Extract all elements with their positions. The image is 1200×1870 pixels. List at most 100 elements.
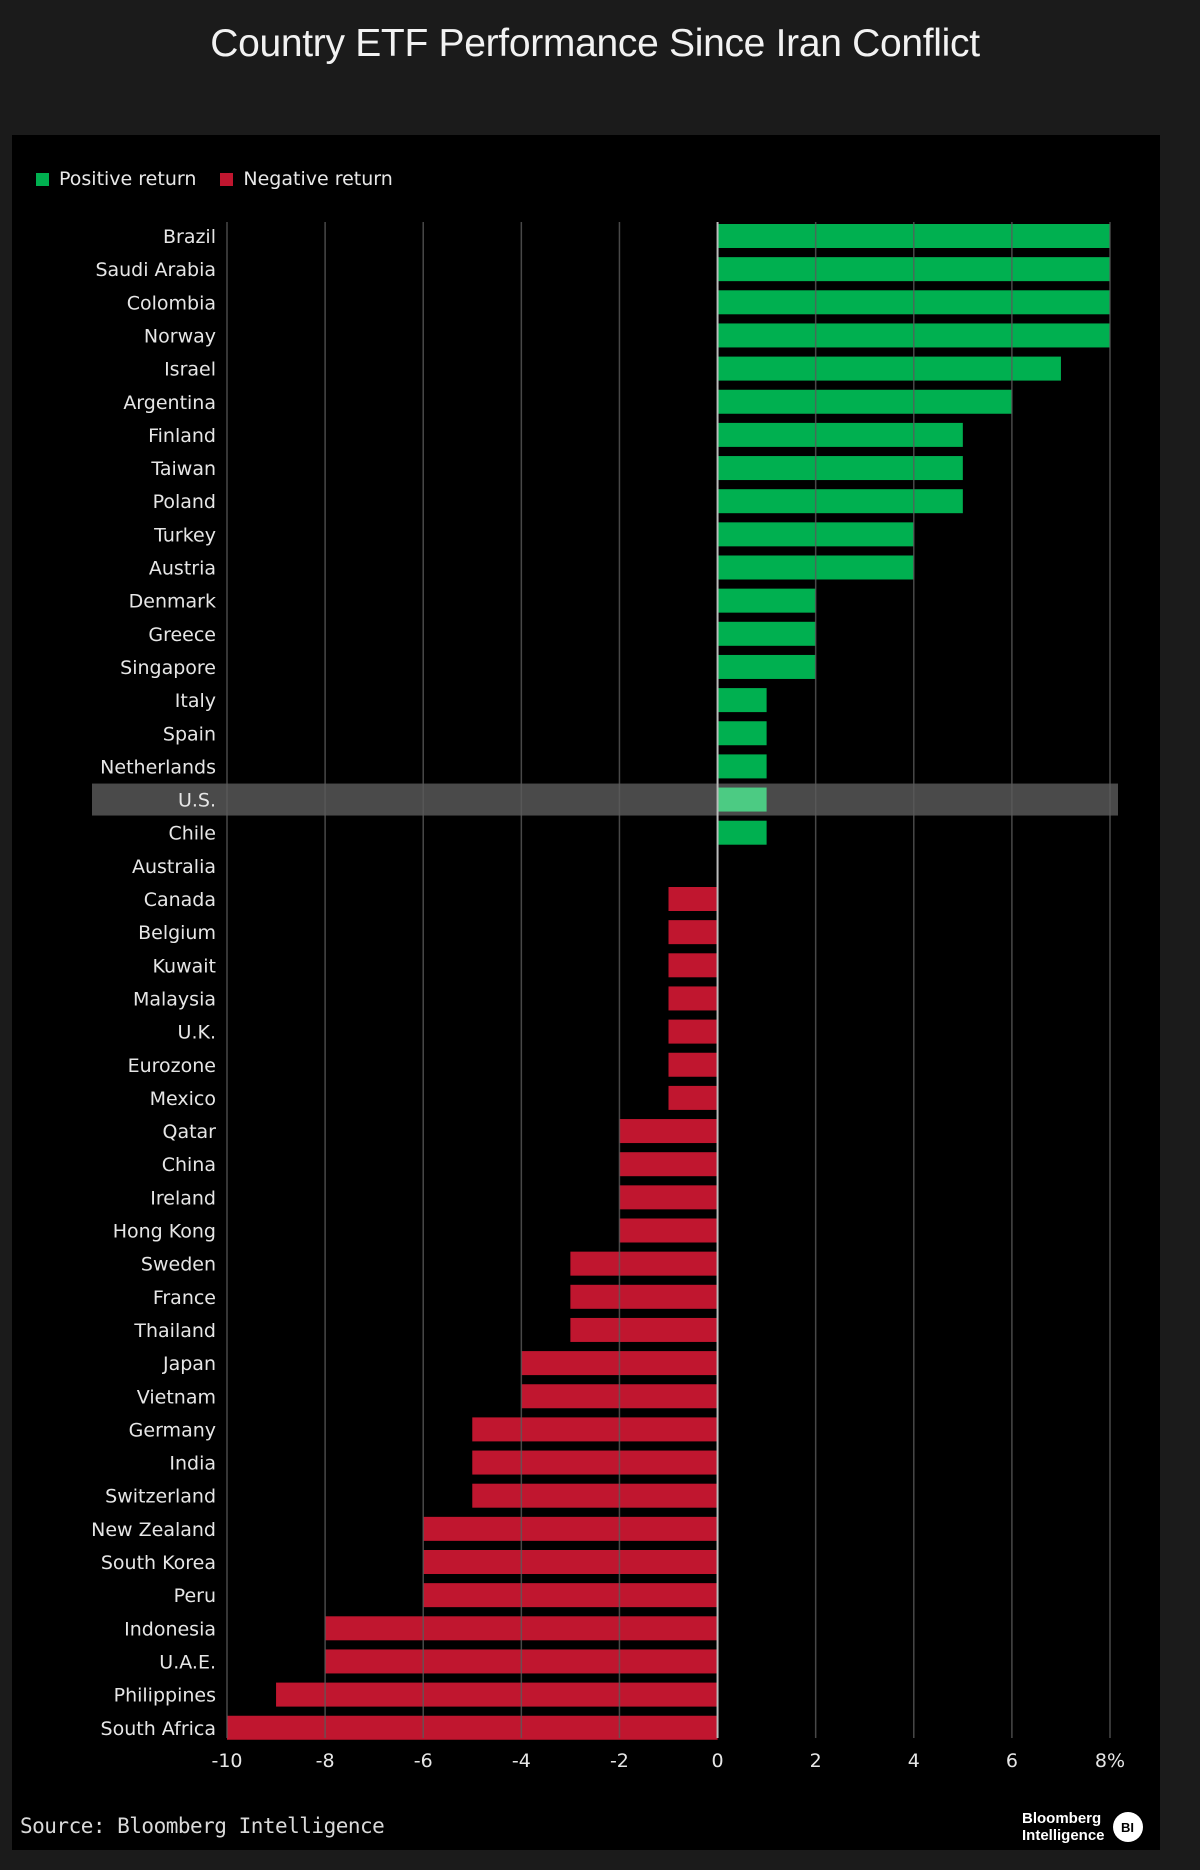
bar-ireland	[619, 1185, 718, 1210]
source-note: Source: Bloomberg Intelligence	[20, 1814, 385, 1838]
bar-greece	[717, 621, 816, 646]
category-label: Netherlands	[100, 756, 216, 778]
category-label: Indonesia	[124, 1618, 216, 1640]
category-label: Finland	[148, 425, 216, 447]
bar-netherlands	[717, 754, 767, 779]
bar-sweden	[570, 1251, 718, 1276]
category-label: Sweden	[141, 1254, 216, 1276]
legend-swatch-negative	[220, 172, 234, 186]
x-tick-label: 8%	[1095, 1750, 1125, 1772]
legend-item-negative: Negative return	[220, 168, 393, 190]
chart-title: Country ETF Performance Since Iran Confl…	[210, 22, 980, 65]
legend-item-positive: Positive return	[36, 168, 196, 190]
bar-hong-kong	[619, 1218, 718, 1243]
category-label: Spain	[163, 723, 216, 745]
x-tick-label: 4	[908, 1750, 920, 1772]
bar-argentina	[717, 389, 1012, 414]
bar-spain	[717, 721, 767, 746]
x-tick-label: 0	[712, 1750, 724, 1772]
bar-kuwait	[668, 953, 718, 978]
bloomberg-intelligence-logo: Bloomberg Intelligence BI	[1022, 1810, 1143, 1844]
category-label: Qatar	[162, 1121, 216, 1143]
category-label: Germany	[129, 1419, 216, 1441]
category-label: Eurozone	[128, 1055, 216, 1077]
category-label: Kuwait	[153, 955, 216, 977]
bar-poland	[717, 489, 963, 514]
category-label: New Zealand	[91, 1519, 216, 1541]
bar-south-korea	[423, 1550, 718, 1574]
category-label: India	[169, 1453, 216, 1475]
logo-line1: Bloomberg	[1022, 1810, 1102, 1827]
x-tick-label: -6	[414, 1750, 433, 1772]
category-label: China	[162, 1154, 216, 1176]
bar-philippines	[276, 1682, 718, 1707]
bar-u-s-	[717, 787, 767, 812]
bar-thailand	[570, 1317, 718, 1342]
legend-label-negative: Negative return	[243, 168, 393, 190]
category-label: Austria	[149, 558, 216, 580]
bar-finland	[717, 422, 963, 447]
bar-singapore	[717, 654, 816, 679]
bar-south-africa	[227, 1715, 718, 1740]
bar-switzerland	[472, 1483, 718, 1508]
x-tick-label: -8	[316, 1750, 335, 1772]
bar-germany	[472, 1417, 718, 1442]
category-label: Switzerland	[105, 1486, 216, 1508]
category-label: Italy	[175, 690, 216, 712]
bar-denmark	[717, 588, 816, 613]
legend-label-positive: Positive return	[59, 168, 197, 190]
category-label: Norway	[144, 325, 216, 347]
category-label: Argentina	[123, 392, 216, 414]
category-label: Greece	[148, 624, 216, 646]
category-label: Chile	[168, 823, 216, 845]
category-label: Japan	[162, 1353, 216, 1375]
bi-badge-icon: BI	[1112, 1812, 1143, 1842]
legend: Positive return Negative return	[36, 168, 417, 190]
category-label: Australia	[132, 856, 216, 878]
x-tick-label: 6	[1006, 1750, 1018, 1772]
category-label: Belgium	[138, 922, 216, 944]
category-label: Philippines	[114, 1685, 216, 1707]
category-label: Canada	[144, 889, 216, 911]
x-tick-label: -4	[512, 1750, 531, 1772]
category-label: Brazil	[163, 226, 216, 248]
bar-new-zealand	[423, 1516, 718, 1541]
bar-eurozone	[668, 1052, 718, 1077]
bar-india	[472, 1450, 718, 1475]
x-tick-label: -10	[211, 1750, 242, 1772]
bar-chile	[717, 820, 767, 845]
logo-line2: Intelligence	[1022, 1827, 1105, 1844]
category-label: Colombia	[127, 292, 216, 314]
category-label: Hong Kong	[113, 1221, 216, 1243]
category-label: Taiwan	[150, 458, 216, 480]
bar-malaysia	[668, 986, 718, 1011]
category-label: Saudi Arabia	[95, 259, 216, 281]
category-label: Ireland	[150, 1187, 216, 1209]
bar-italy	[717, 688, 767, 713]
category-label: Peru	[174, 1585, 216, 1607]
bar-israel	[717, 356, 1061, 381]
bar-canada	[668, 887, 718, 911]
category-label: Israel	[164, 359, 216, 381]
bar-u-k-	[668, 1019, 718, 1044]
category-label: Denmark	[129, 591, 216, 613]
category-label: Malaysia	[133, 988, 216, 1010]
category-label: U.S.	[178, 790, 216, 812]
x-tick-label: -2	[610, 1750, 629, 1772]
highlight-row	[92, 783, 1118, 816]
bar-france	[570, 1284, 718, 1309]
bar-belgium	[668, 920, 718, 945]
bar-china	[619, 1152, 718, 1177]
legend-swatch-positive	[36, 172, 49, 186]
category-label: Vietnam	[137, 1386, 216, 1408]
category-label: South Korea	[101, 1552, 216, 1574]
category-label: U.A.E.	[159, 1651, 216, 1673]
category-label: South Africa	[101, 1718, 216, 1740]
category-label: Thailand	[133, 1320, 216, 1342]
bar-qatar	[619, 1119, 718, 1144]
category-label: Mexico	[150, 1088, 216, 1110]
bar-peru	[423, 1583, 718, 1608]
category-label: Turkey	[153, 524, 216, 546]
category-label: Poland	[153, 491, 216, 513]
